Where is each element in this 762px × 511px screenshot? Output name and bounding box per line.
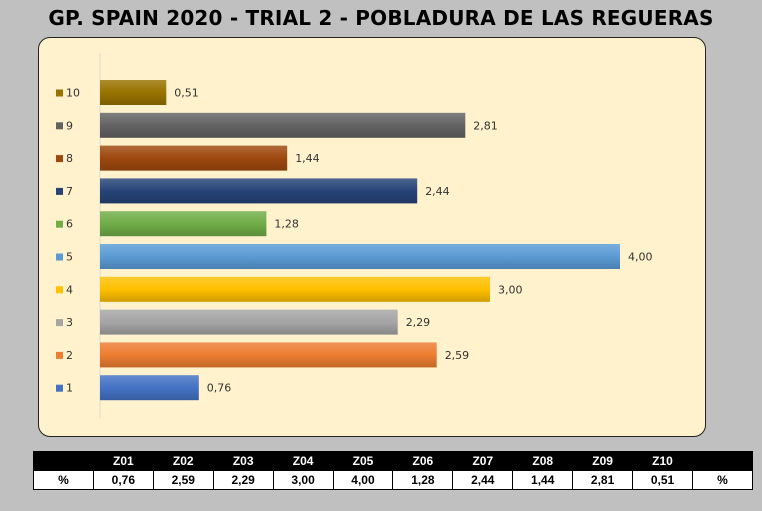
legend-swatch-9 — [56, 122, 63, 130]
value-label-1: 0,76 — [207, 382, 232, 395]
table-header-cell: Z09 — [572, 451, 634, 471]
table-header-cell: Z07 — [452, 451, 514, 471]
legend-swatch-2 — [56, 351, 63, 359]
bar-chart: 0,76 1 2,59 2 2,29 3 3,00 4 4,00 5 1,28 6 2,44 7 1,44 8… — [56, 53, 653, 418]
table-header-cell — [691, 451, 754, 471]
chart-title: GP. SPAIN 2020 - TRIAL 2 - POBLADURA DE … — [48, 6, 714, 30]
table-value-cell: 0,76 — [92, 470, 154, 490]
value-label-3: 2,29 — [406, 316, 431, 329]
bar-6 — [100, 211, 267, 237]
bar-9 — [100, 112, 466, 138]
table-header-cell: Z01 — [92, 451, 154, 471]
bar-8 — [100, 145, 288, 171]
category-label-9: 9 — [66, 119, 73, 132]
table-value-cell: 2,44 — [452, 470, 514, 490]
category-label-4: 4 — [66, 283, 73, 296]
table-header-row: Z01 Z02 Z03 Z04 Z05 Z06 Z07 Z08 Z09 Z10 — [33, 451, 754, 471]
table-value-cell: 0,51 — [632, 470, 693, 490]
chart-panel: 0,76 1 2,59 2 2,29 3 3,00 4 4,00 5 1,28 6 2,44 7 1,44 8… — [38, 37, 706, 437]
legend-swatch-7 — [56, 187, 63, 195]
table-value-cell: 2,59 — [152, 470, 214, 490]
category-label-5: 5 — [66, 251, 73, 264]
legend-swatch-3 — [56, 319, 63, 327]
category-label-6: 6 — [66, 218, 73, 231]
table-value-cell: % — [33, 470, 94, 490]
table-header-cell: Z06 — [392, 451, 454, 471]
table-value-cell: % — [691, 470, 754, 490]
bar-5 — [100, 244, 620, 269]
table-header-cell: Z10 — [632, 451, 693, 471]
table-header-cell: Z02 — [152, 451, 214, 471]
table-value-cell: 2,29 — [212, 470, 274, 490]
table-header-cell: Z03 — [212, 451, 274, 471]
category-label-7: 7 — [66, 185, 73, 198]
table-value-cell: 2,81 — [572, 470, 634, 490]
value-label-2: 2,59 — [445, 349, 470, 362]
bar-7 — [100, 178, 418, 204]
bar-4 — [100, 276, 490, 302]
bar-3 — [100, 309, 398, 335]
value-label-8: 1,44 — [295, 152, 320, 165]
value-label-5: 4,00 — [628, 251, 653, 264]
value-label-4: 3,00 — [498, 283, 523, 296]
legend-swatch-4 — [56, 286, 63, 294]
table-header-cell: Z08 — [512, 451, 574, 471]
table-value-cell: 1,44 — [512, 470, 574, 490]
table-value-cell: 3,00 — [272, 470, 334, 490]
bar-10 — [100, 80, 167, 105]
table-header-cell: Z04 — [272, 451, 334, 471]
value-label-9: 2,81 — [473, 119, 498, 132]
value-label-7: 2,44 — [425, 185, 450, 198]
legend-swatch-5 — [56, 253, 63, 261]
table-header-cell: Z05 — [332, 451, 394, 471]
table-header-cell — [33, 451, 94, 471]
bar-1 — [100, 375, 199, 401]
bar-2 — [100, 342, 437, 368]
category-label-10: 10 — [66, 87, 80, 100]
legend-swatch-10 — [56, 89, 63, 97]
legend-swatch-6 — [56, 220, 63, 228]
category-label-1: 1 — [66, 382, 73, 395]
table-values-row: % 0,76 2,59 2,29 3,00 4,00 1,28 2,44 1,44 2,81 0,5… — [33, 470, 754, 490]
category-label-8: 8 — [66, 152, 73, 165]
data-table: Z01 Z02 Z03 Z04 Z05 Z06 Z07 Z08 Z09 Z10 % 0,76 2,59… — [33, 451, 754, 490]
category-label-3: 3 — [66, 316, 73, 329]
legend-swatch-1 — [56, 384, 63, 392]
category-label-2: 2 — [66, 349, 73, 362]
value-label-10: 0,51 — [174, 87, 199, 100]
legend-swatch-8 — [56, 155, 63, 163]
table-value-cell: 1,28 — [392, 470, 454, 490]
value-label-6: 1,28 — [274, 218, 299, 231]
table-value-cell: 4,00 — [332, 470, 394, 490]
